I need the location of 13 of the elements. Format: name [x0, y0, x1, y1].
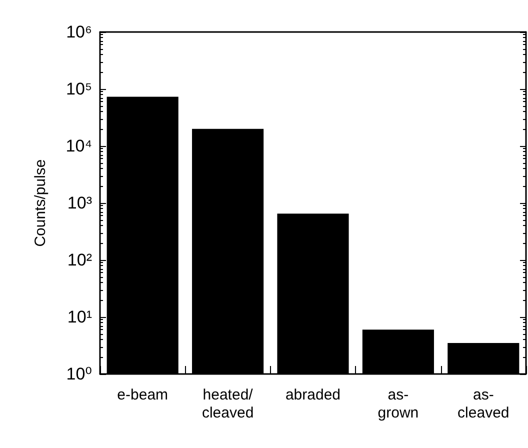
y-tick-label: 10⁴ — [66, 136, 92, 156]
y-tick-label: 10³ — [67, 194, 92, 212]
y-tick-label: 10² — [67, 250, 92, 270]
x-tick-label: heated/ cleaved — [202, 386, 254, 422]
x-tick-label: as- cleaved — [458, 386, 510, 422]
x-tick-label: e-beam — [117, 386, 168, 404]
y-axis-title: Counts/pulse — [32, 159, 49, 247]
y-tick-label: 10⁰ — [66, 364, 92, 384]
x-tick-label: abraded — [285, 386, 341, 404]
y-tick-label: 10⁶ — [66, 22, 92, 42]
y-tick-label: 10¹ — [67, 308, 92, 326]
y-tick-label: 10⁵ — [66, 80, 92, 98]
x-tick-label: as- grown — [378, 386, 419, 422]
